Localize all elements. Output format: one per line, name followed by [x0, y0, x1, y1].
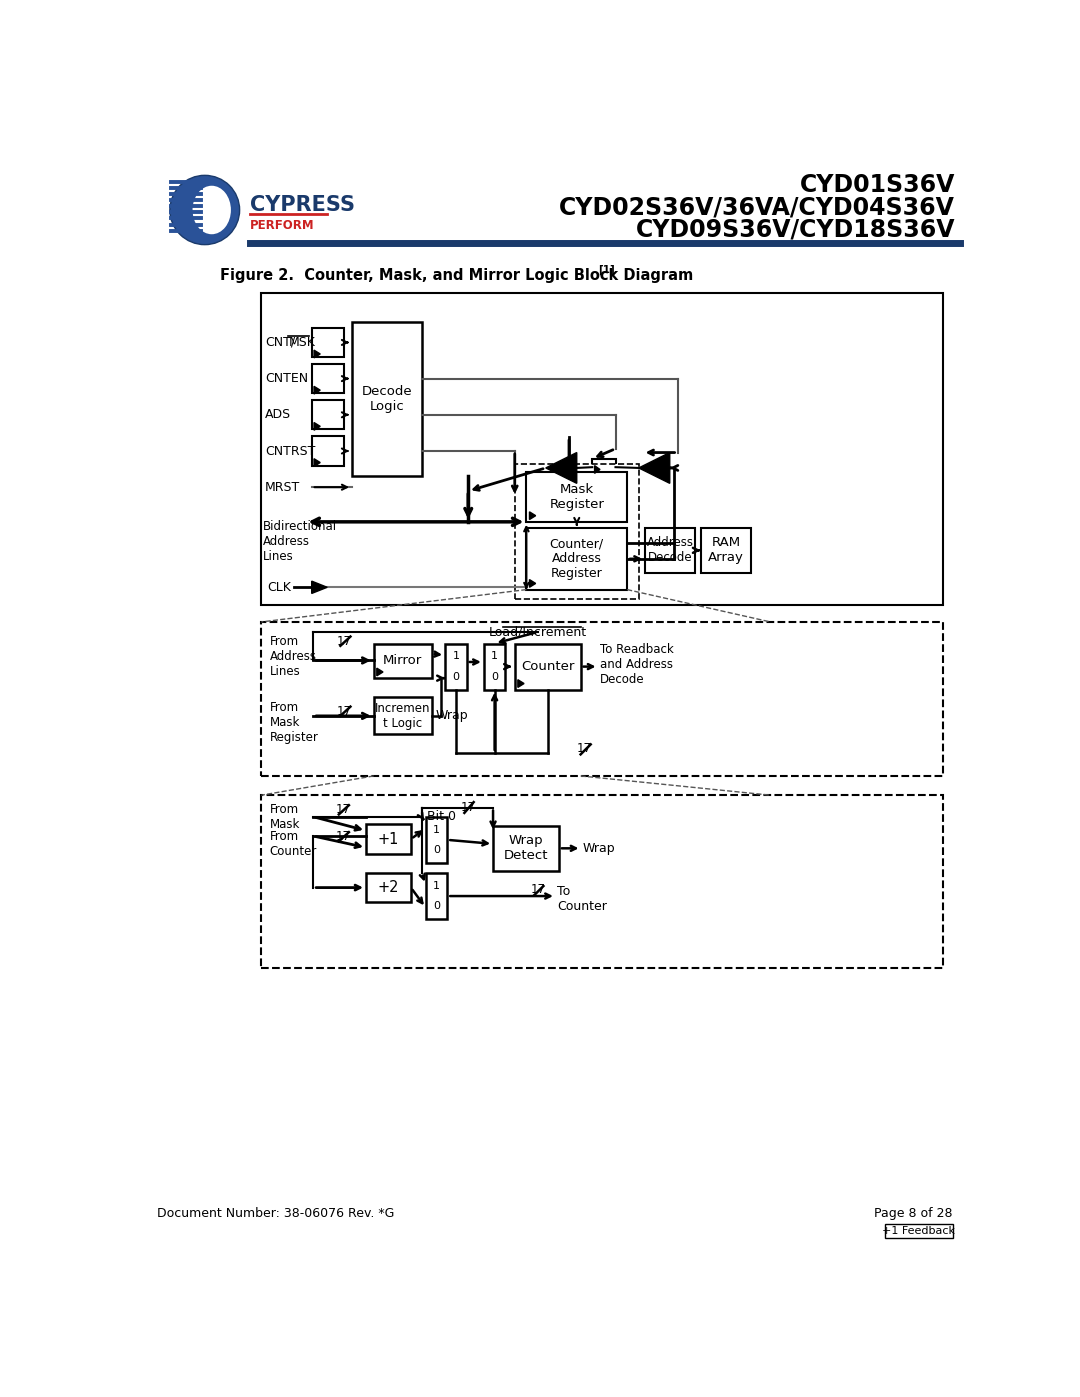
Text: Bidirectional
Address
Lines: Bidirectional Address Lines — [262, 520, 337, 563]
Text: 0: 0 — [491, 672, 498, 682]
Polygon shape — [314, 387, 321, 394]
Bar — [312, 436, 345, 465]
Text: Wrap: Wrap — [583, 842, 616, 855]
Text: MSK: MSK — [288, 335, 315, 349]
Polygon shape — [529, 580, 536, 587]
Bar — [261, 795, 943, 968]
Polygon shape — [314, 458, 321, 467]
Bar — [374, 644, 432, 678]
Text: +1 Feedback: +1 Feedback — [882, 1227, 956, 1236]
Text: CYD02S36V/36VA/CYD04S36V: CYD02S36V/36VA/CYD04S36V — [559, 196, 955, 219]
Text: Counter: Counter — [521, 661, 575, 673]
Bar — [366, 824, 410, 854]
Text: Mask
Register: Mask Register — [550, 483, 604, 511]
Text: From
Counter: From Counter — [270, 830, 318, 858]
Polygon shape — [312, 581, 327, 594]
Text: PERFORM: PERFORM — [249, 219, 314, 232]
Text: Wrap: Wrap — [435, 710, 469, 722]
Text: +2: +2 — [378, 880, 400, 895]
Text: 0: 0 — [453, 672, 459, 682]
Bar — [445, 644, 467, 690]
Text: 1: 1 — [433, 882, 440, 891]
Text: Page 8 of 28: Page 8 of 28 — [874, 1207, 953, 1220]
Text: Wrap
Detect: Wrap Detect — [503, 834, 549, 862]
Bar — [494, 826, 559, 870]
Bar — [261, 293, 943, 605]
Text: 1: 1 — [491, 651, 498, 661]
Polygon shape — [595, 465, 600, 474]
Text: CYPRESS: CYPRESS — [249, 194, 354, 215]
Text: CNTRST: CNTRST — [266, 444, 315, 457]
Polygon shape — [314, 351, 321, 358]
Text: 17: 17 — [335, 830, 350, 842]
Text: 17: 17 — [461, 800, 476, 814]
Text: 17: 17 — [577, 742, 592, 756]
Text: To Readback
and Address
Decode: To Readback and Address Decode — [600, 643, 674, 686]
Bar — [526, 528, 627, 590]
Text: 0: 0 — [433, 845, 440, 855]
Text: RAM
Array: RAM Array — [708, 536, 744, 564]
Text: 17: 17 — [530, 883, 545, 897]
Text: CNT/: CNT/ — [266, 335, 295, 349]
Ellipse shape — [192, 186, 231, 235]
Bar — [426, 873, 447, 919]
Bar — [484, 644, 505, 690]
Text: Counter/
Address
Register: Counter/ Address Register — [550, 538, 604, 580]
Bar — [592, 458, 616, 475]
Text: Document Number: 38-06076 Rev. *G: Document Number: 38-06076 Rev. *G — [157, 1207, 394, 1220]
Text: [1]: [1] — [597, 265, 615, 275]
Bar — [515, 464, 638, 599]
Bar — [515, 644, 581, 690]
Bar — [426, 817, 447, 863]
Polygon shape — [545, 453, 577, 483]
Text: 1: 1 — [433, 824, 440, 834]
Polygon shape — [377, 668, 383, 676]
Text: Decode
Logic: Decode Logic — [362, 384, 413, 412]
Text: Mirror: Mirror — [383, 654, 422, 668]
Text: CYD01S36V: CYD01S36V — [799, 173, 955, 197]
Text: 1: 1 — [453, 651, 459, 661]
Text: CNTEN: CNTEN — [266, 372, 308, 386]
Bar — [352, 321, 422, 475]
Polygon shape — [517, 680, 524, 687]
Polygon shape — [529, 511, 536, 520]
Bar — [261, 622, 943, 775]
Text: 17: 17 — [337, 634, 352, 648]
Bar — [312, 365, 345, 393]
Text: From
Mask: From Mask — [270, 803, 300, 831]
Text: Bit 0: Bit 0 — [427, 810, 456, 823]
Bar — [701, 528, 751, 573]
Bar — [312, 400, 345, 429]
Text: CYD09S36V/CYD18S36V: CYD09S36V/CYD18S36V — [635, 218, 955, 242]
Text: To
Counter: To Counter — [557, 886, 607, 914]
Ellipse shape — [170, 176, 240, 244]
Text: From
Address
Lines: From Address Lines — [270, 636, 316, 678]
Polygon shape — [314, 422, 321, 430]
Bar — [312, 328, 345, 358]
Bar — [886, 1224, 953, 1238]
Text: CLK: CLK — [267, 581, 291, 594]
Text: Incremen
t Logic: Incremen t Logic — [375, 701, 431, 729]
Text: From
Mask
Register: From Mask Register — [270, 700, 319, 743]
Text: Load/Increment: Load/Increment — [489, 626, 588, 638]
Text: 17: 17 — [335, 803, 350, 816]
Text: 17: 17 — [337, 704, 352, 718]
Text: Address
Decode: Address Decode — [647, 536, 693, 564]
Text: MRST: MRST — [266, 481, 300, 493]
Polygon shape — [638, 453, 670, 483]
Text: ADS: ADS — [266, 408, 292, 422]
Bar — [374, 697, 432, 735]
Text: +1: +1 — [378, 831, 400, 847]
Bar — [526, 472, 627, 522]
Text: 0: 0 — [433, 901, 440, 911]
Text: Figure 2.  Counter, Mask, and Mirror Logic Block Diagram: Figure 2. Counter, Mask, and Mirror Logi… — [220, 268, 693, 284]
Bar — [366, 873, 410, 902]
Bar — [645, 528, 696, 573]
